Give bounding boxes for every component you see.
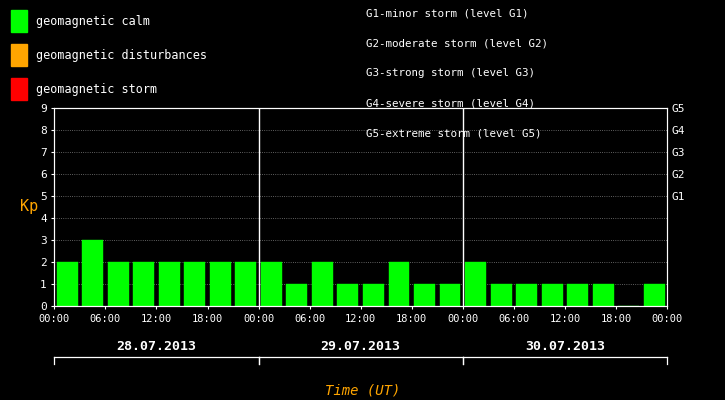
Text: Time (UT): Time (UT) <box>325 383 400 397</box>
Bar <box>236 262 256 306</box>
Bar <box>261 262 282 306</box>
Text: G4-severe storm (level G4): G4-severe storm (level G4) <box>366 98 535 108</box>
Bar <box>82 240 103 306</box>
Bar <box>389 262 410 306</box>
Bar <box>439 284 460 306</box>
Text: geomagnetic disturbances: geomagnetic disturbances <box>36 48 207 62</box>
Text: G3-strong storm (level G3): G3-strong storm (level G3) <box>366 68 535 78</box>
Text: 28.07.2013: 28.07.2013 <box>117 340 196 352</box>
Bar <box>108 262 128 306</box>
Bar <box>184 262 205 306</box>
Bar <box>210 262 231 306</box>
Bar <box>159 262 180 306</box>
Bar <box>516 284 537 306</box>
Bar <box>542 284 563 306</box>
Text: G2-moderate storm (level G2): G2-moderate storm (level G2) <box>366 38 548 48</box>
Bar <box>593 284 613 306</box>
Bar <box>133 262 154 306</box>
Bar <box>286 284 307 306</box>
Bar <box>567 284 588 306</box>
Bar <box>363 284 384 306</box>
Text: geomagnetic storm: geomagnetic storm <box>36 82 157 96</box>
Text: G1-minor storm (level G1): G1-minor storm (level G1) <box>366 8 529 18</box>
Bar <box>465 262 486 306</box>
Bar <box>57 262 78 306</box>
Text: 30.07.2013: 30.07.2013 <box>525 340 605 352</box>
Text: 29.07.2013: 29.07.2013 <box>320 340 401 352</box>
Bar <box>491 284 512 306</box>
Text: G5-extreme storm (level G5): G5-extreme storm (level G5) <box>366 128 542 138</box>
Bar <box>414 284 435 306</box>
Text: geomagnetic calm: geomagnetic calm <box>36 14 149 28</box>
Bar <box>312 262 333 306</box>
Bar <box>644 284 665 306</box>
Y-axis label: Kp: Kp <box>20 200 38 214</box>
Bar <box>337 284 358 306</box>
